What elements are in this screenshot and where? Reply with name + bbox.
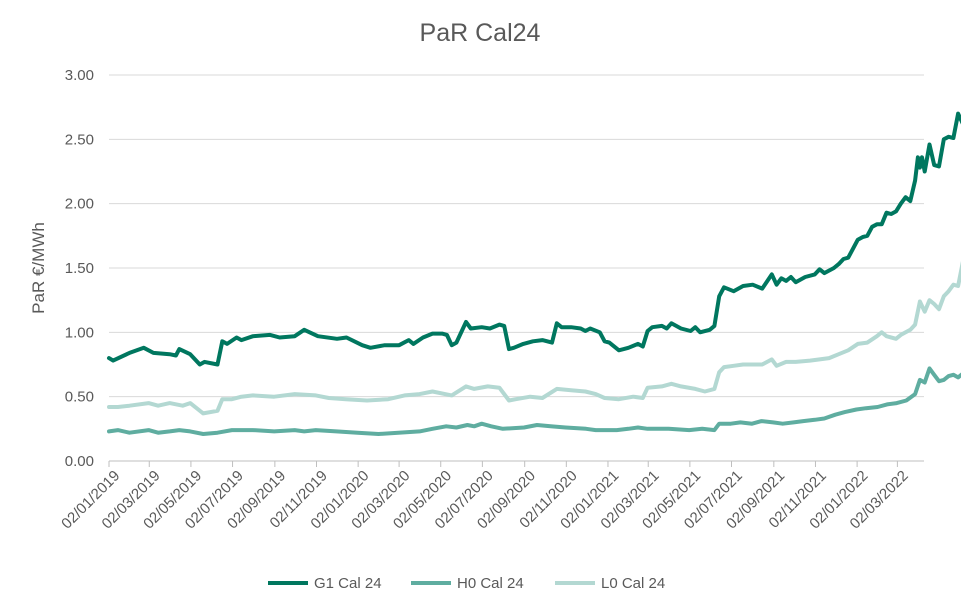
axes <box>108 460 924 467</box>
series-line-g1-cal-24 <box>107 111 961 367</box>
y-tick-label: 3.00 <box>65 67 94 84</box>
legend-label: H0 Cal 24 <box>457 575 524 592</box>
gridlines <box>109 74 924 398</box>
y-tick-label: 2.00 <box>65 196 94 213</box>
chart-title: PaR Cal24 <box>420 19 541 47</box>
y-tick-label: 0.50 <box>65 389 94 406</box>
series-lines <box>107 111 961 436</box>
series-line-l0-cal-24 <box>107 261 961 416</box>
y-tick-labels: 0.00 0.50 1.00 1.50 2.00 2.50 3.00 <box>65 67 94 470</box>
y-axis-label: PaR €/MWh <box>29 222 48 314</box>
y-tick-label: 1.00 <box>65 324 94 341</box>
legend-label: L0 Cal 24 <box>601 575 665 592</box>
legend: G1 Cal 24 H0 Cal 24 L0 Cal 24 <box>268 575 665 592</box>
y-tick-label: 0.00 <box>65 453 94 470</box>
y-tick-label: 2.50 <box>65 131 94 148</box>
series-line-h0-cal-24 <box>107 366 961 436</box>
x-tick-labels: 02/01/201902/03/201902/05/201902/07/2019… <box>58 467 911 532</box>
legend-label: G1 Cal 24 <box>314 575 382 592</box>
y-tick-label: 1.50 <box>65 260 94 277</box>
